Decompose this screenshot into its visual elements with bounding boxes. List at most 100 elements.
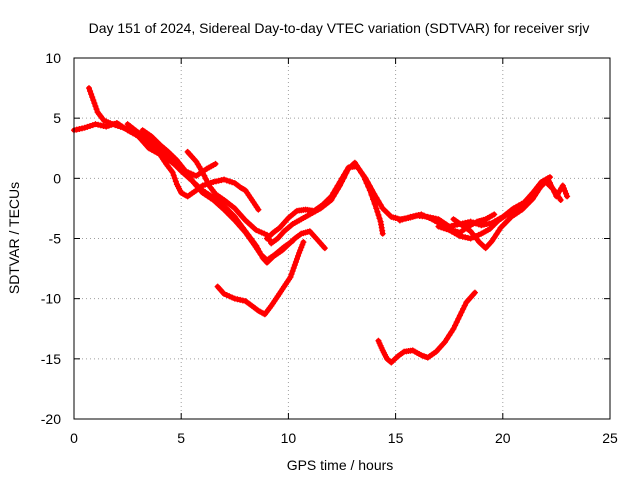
data-point bbox=[495, 227, 502, 234]
data-point bbox=[486, 220, 493, 227]
data-point bbox=[298, 244, 305, 251]
data-point bbox=[212, 160, 219, 167]
data-point bbox=[226, 178, 233, 185]
chart-title: Day 151 of 2024, Sidereal Day-to-day VTE… bbox=[89, 20, 590, 36]
data-point bbox=[376, 215, 383, 222]
data-point bbox=[458, 309, 465, 316]
data-point bbox=[534, 189, 541, 196]
data-point bbox=[561, 187, 568, 194]
series-track-9 bbox=[396, 211, 498, 236]
data-point bbox=[412, 212, 419, 219]
data-point bbox=[332, 186, 339, 193]
data-point bbox=[371, 200, 378, 207]
data-point bbox=[229, 214, 236, 221]
data-point bbox=[343, 168, 350, 175]
series-track-11 bbox=[375, 289, 478, 366]
data-point bbox=[255, 228, 262, 235]
data-point bbox=[190, 171, 197, 178]
grid-layer bbox=[74, 58, 610, 419]
data-point bbox=[237, 296, 244, 303]
data-point bbox=[86, 85, 93, 92]
data-point bbox=[73, 126, 80, 133]
data-point bbox=[362, 175, 369, 182]
data-point bbox=[379, 230, 386, 237]
x-tick-label: 25 bbox=[602, 430, 618, 446]
data-point bbox=[171, 175, 178, 182]
data-point bbox=[402, 215, 409, 222]
data-point bbox=[489, 237, 496, 244]
data-point bbox=[164, 154, 171, 161]
data-point bbox=[186, 174, 193, 181]
data-point bbox=[366, 183, 373, 190]
data-point bbox=[396, 217, 403, 224]
data-point bbox=[448, 329, 455, 336]
data-point bbox=[387, 358, 394, 365]
data-point bbox=[467, 235, 474, 242]
data-point bbox=[563, 190, 570, 197]
x-tick-label: 10 bbox=[281, 430, 297, 446]
data-point bbox=[79, 125, 86, 132]
data-point bbox=[423, 213, 430, 220]
data-point bbox=[109, 121, 116, 128]
data-point bbox=[258, 229, 265, 236]
y-tick-label: -10 bbox=[41, 291, 61, 307]
data-point bbox=[475, 231, 482, 238]
data-point bbox=[234, 208, 241, 215]
data-point bbox=[287, 274, 294, 281]
data-point bbox=[169, 169, 176, 176]
data-point bbox=[162, 151, 169, 158]
x-tick-label: 20 bbox=[495, 430, 511, 446]
y-tick-label: 0 bbox=[53, 170, 61, 186]
data-point bbox=[339, 175, 345, 182]
data-point bbox=[452, 322, 459, 329]
data-point bbox=[549, 184, 556, 191]
data-point bbox=[358, 169, 365, 176]
data-point bbox=[354, 163, 361, 170]
data-point bbox=[459, 233, 466, 240]
data-point bbox=[246, 235, 253, 242]
data-point bbox=[170, 159, 177, 166]
data-point bbox=[299, 241, 306, 248]
data-point bbox=[421, 212, 428, 219]
data-point bbox=[557, 196, 564, 203]
data-point bbox=[226, 212, 233, 219]
series-trace bbox=[264, 163, 553, 241]
data-point bbox=[229, 294, 236, 301]
data-point bbox=[373, 194, 380, 201]
data-point bbox=[529, 195, 536, 202]
y-tick-label: -15 bbox=[41, 351, 61, 367]
data-point bbox=[460, 305, 467, 312]
data-point bbox=[375, 212, 382, 219]
data-point bbox=[87, 122, 94, 129]
data-point bbox=[261, 230, 268, 237]
y-axis-label: SDTVAR / TECUs bbox=[6, 182, 22, 294]
data-point bbox=[483, 221, 490, 228]
data-point bbox=[242, 229, 249, 236]
data-point bbox=[239, 226, 246, 233]
data-point bbox=[93, 106, 100, 113]
data-point bbox=[239, 297, 246, 304]
data-point bbox=[204, 179, 211, 186]
data-point bbox=[500, 221, 507, 228]
data-point bbox=[369, 187, 376, 194]
data-point bbox=[210, 178, 217, 185]
data-point bbox=[360, 172, 367, 179]
data-point bbox=[407, 213, 414, 220]
data-point bbox=[328, 193, 335, 200]
data-point bbox=[559, 182, 566, 189]
data-point bbox=[531, 192, 538, 199]
x-tick-label: 5 bbox=[177, 430, 185, 446]
data-point bbox=[455, 315, 462, 322]
data-point bbox=[89, 122, 96, 129]
data-point bbox=[330, 189, 337, 196]
data-point bbox=[76, 125, 83, 132]
data-point bbox=[92, 103, 99, 110]
data-point bbox=[221, 290, 228, 297]
data-point bbox=[453, 319, 460, 326]
data-point bbox=[289, 237, 296, 244]
data-point bbox=[112, 122, 119, 129]
y-tick-label: 10 bbox=[45, 50, 61, 66]
data-point bbox=[377, 201, 384, 208]
data-point bbox=[560, 185, 567, 192]
data-point bbox=[239, 214, 246, 221]
